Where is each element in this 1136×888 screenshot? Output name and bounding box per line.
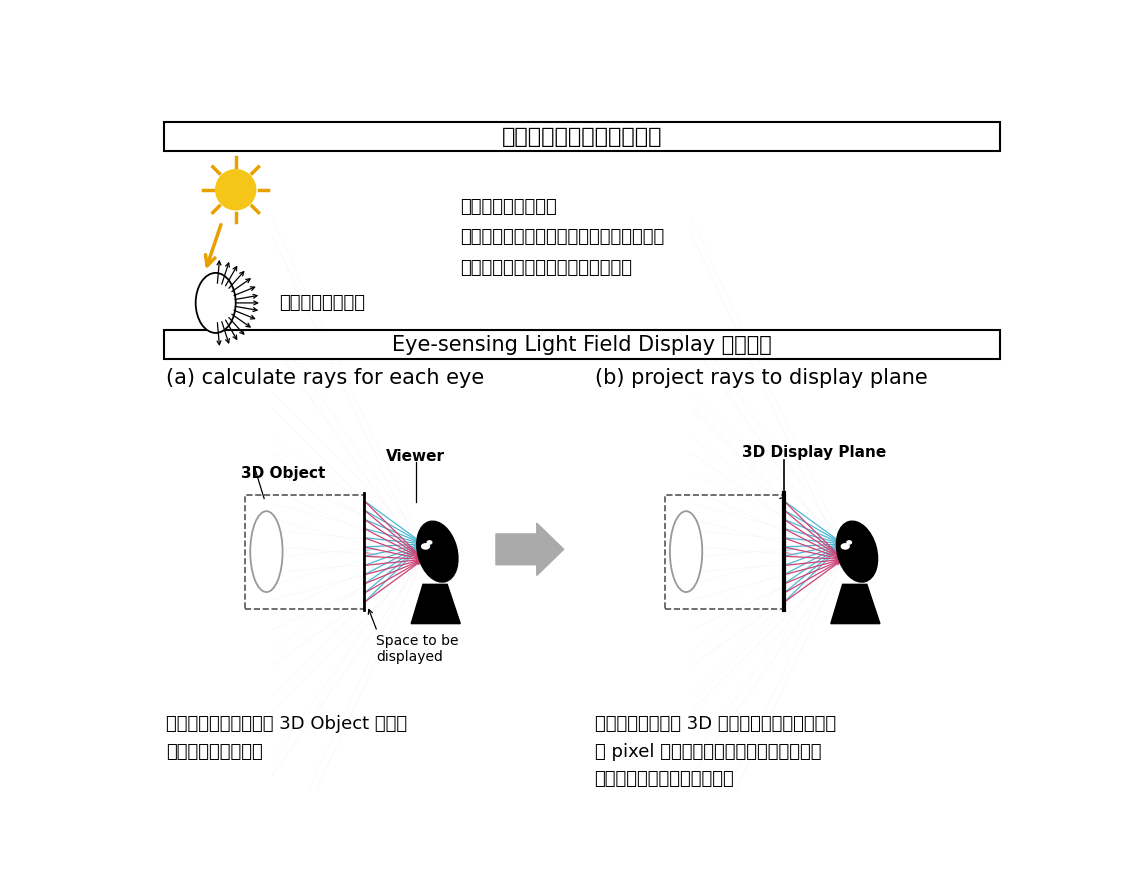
Text: 3D Object: 3D Object [241, 465, 325, 480]
Ellipse shape [427, 541, 432, 544]
Ellipse shape [417, 521, 458, 582]
Text: Space to be
displayed: Space to be displayed [376, 634, 458, 664]
Text: 無数の光線で表現: 無数の光線で表現 [279, 294, 366, 312]
Text: 3D Display Plane: 3D Display Plane [742, 445, 886, 460]
Ellipse shape [842, 543, 849, 549]
FancyArrow shape [496, 523, 563, 575]
Text: (a) calculate rays for each eye: (a) calculate rays for each eye [166, 368, 485, 387]
Ellipse shape [836, 521, 878, 582]
Ellipse shape [670, 511, 702, 592]
Bar [164, 122, 1001, 151]
Ellipse shape [195, 273, 235, 333]
Ellipse shape [421, 543, 429, 549]
Text: 全ての光を記述する
ライトフィールド（光線空間）として定義
課題：全ての光線の再現は非現実的: 全ての光を記述する ライトフィールド（光線空間）として定義 課題：全ての光線の再… [460, 198, 665, 277]
Ellipse shape [250, 511, 283, 592]
Text: 光源としての裸眼 3D ディスプレイ面に投影、
各 pixel から、左右の眼に向けた画素値を
リアルタイムに計算し、描画: 光源としての裸眼 3D ディスプレイ面に投影、 各 pixel から、左右の眼に… [594, 715, 836, 789]
Polygon shape [411, 584, 460, 623]
Circle shape [216, 170, 256, 210]
Polygon shape [830, 584, 880, 623]
Text: 光線による空間定義の一例: 光線による空間定義の一例 [502, 127, 662, 147]
Text: Eye-sensing Light Field Display の考え方: Eye-sensing Light Field Display の考え方 [392, 336, 772, 355]
Text: 表示装置内に配置した 3D Object から、
両眼に届く光を算出: 表示装置内に配置した 3D Object から、 両眼に届く光を算出 [166, 715, 408, 761]
Text: (b) project rays to display plane: (b) project rays to display plane [594, 368, 927, 387]
Bar [164, 329, 1001, 359]
Ellipse shape [846, 541, 852, 544]
Bar [665, 495, 784, 608]
Text: Viewer: Viewer [386, 448, 445, 464]
Bar [245, 495, 365, 608]
